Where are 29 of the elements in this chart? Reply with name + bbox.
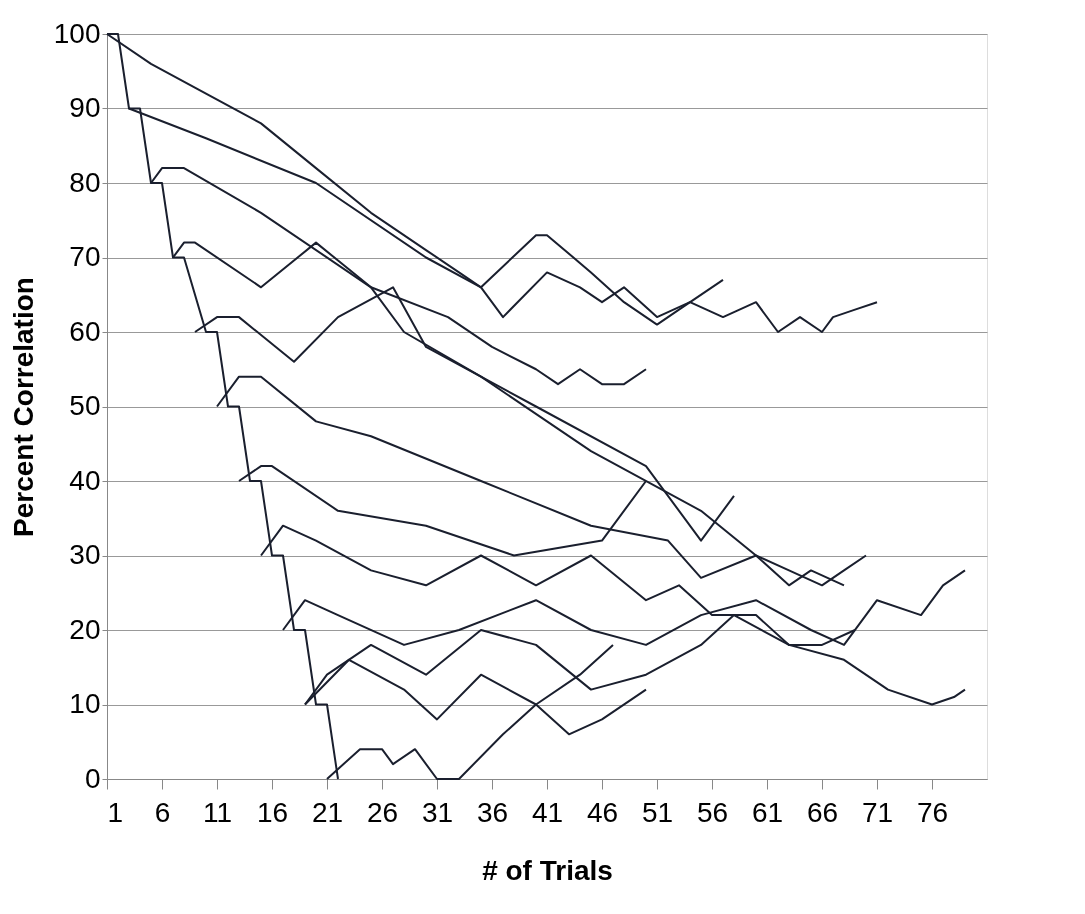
y-tick-label: 60 xyxy=(69,315,101,347)
x-tick-label: 21 xyxy=(311,796,344,828)
y-tick-label: 0 xyxy=(84,762,101,794)
x-tick-label: 26 xyxy=(366,796,399,828)
x-tick-label: 41 xyxy=(531,796,564,828)
y-tick-label: 80 xyxy=(69,166,101,198)
y-tick-label: 90 xyxy=(69,92,101,123)
x-tick-label: 36 xyxy=(476,796,509,828)
x-tick-label: 66 xyxy=(806,796,839,828)
y-tick-label: 100 xyxy=(53,17,101,49)
x-tick-label: 76 xyxy=(916,796,949,828)
y-tick-label: 50 xyxy=(69,390,101,421)
x-tick-label: 6 xyxy=(154,796,171,828)
y-tick-label: 70 xyxy=(69,241,101,272)
x-tick-label: 61 xyxy=(751,796,784,828)
x-tick-label: 31 xyxy=(421,796,454,828)
x-tick-label: 1 xyxy=(107,796,124,828)
x-tick-label: 51 xyxy=(641,796,674,828)
x-axis-title: # of Trials xyxy=(482,854,613,886)
x-tick-label: 56 xyxy=(696,796,729,828)
y-tick-label: 10 xyxy=(69,688,101,719)
x-tick-label: 46 xyxy=(586,796,619,828)
x-tick-label: 16 xyxy=(256,796,289,828)
y-axis-title: Percent Correlation xyxy=(7,277,39,537)
x-tick-label: 11 xyxy=(202,796,233,828)
y-tick-label: 30 xyxy=(69,539,101,570)
y-tick-label: 40 xyxy=(69,464,101,496)
y-tick-label: 20 xyxy=(69,613,101,645)
x-tick-label: 71 xyxy=(861,796,894,828)
